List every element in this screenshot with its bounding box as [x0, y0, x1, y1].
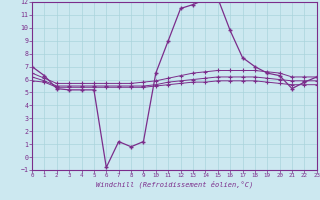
X-axis label: Windchill (Refroidissement éolien,°C): Windchill (Refroidissement éolien,°C) [96, 181, 253, 188]
